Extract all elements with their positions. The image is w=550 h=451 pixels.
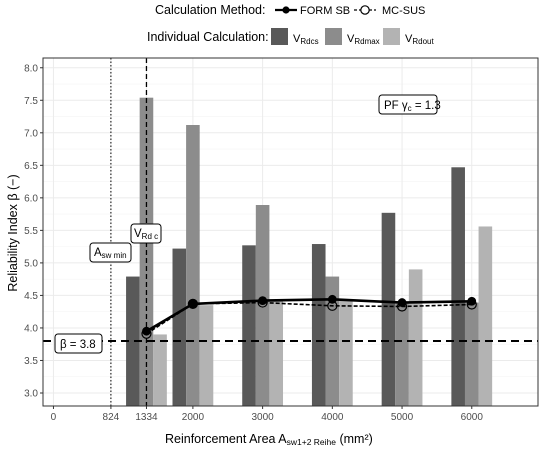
series-point-mc-sus [141,328,152,339]
x-tick-label: 6000 [461,412,484,423]
bar-vrdcs [172,248,187,406]
x-axis-ticks: 0 824 1334 2000 3000 4000 5000 6000 [51,406,484,423]
y-tick-label: 7.5 [24,96,38,107]
y-tick-label: 6.5 [24,161,38,172]
annotation-beta-label: β = 3.8 [60,339,96,351]
annotation-asw-min: Asw min [89,242,132,263]
legend-swatch-vrdout [383,28,400,45]
bar-vrdmax [395,301,409,406]
bar-vrdout [478,226,493,406]
y-tick-label: 8.0 [24,63,38,74]
annotation-vrdc: VRd c [130,223,162,244]
bar-vrdcs [242,245,256,406]
x-tick-label: 824 [103,412,120,423]
bar-vrdout [153,334,167,406]
x-tick-label: 0 [51,412,57,423]
x-tick-label: 1334 [135,412,158,423]
legend-swatch-vrdcs [271,28,288,45]
legend-vrdcs-label: VRdcs [293,33,319,46]
y-tick-label: 3.0 [24,388,38,399]
series-point-mc-sus [396,301,408,312]
series-point-mc-sus [257,297,268,308]
y-tick-label: 4.0 [24,323,38,334]
y-tick-label: 7.0 [24,128,38,139]
bar-vrdmax [464,302,479,406]
bar-vrdout [408,269,423,406]
bar-vrdout [199,305,214,406]
legend-form-sb-label: FORM SB [300,5,350,17]
y-tick-label: 6.0 [24,193,38,204]
bar-vrdout [269,300,284,406]
legend-form-sb-key [275,6,297,14]
series-point-mc-sus [327,300,338,311]
x-axis-title: Reinforcement Area Asw1+2 Reihe (mm²) [165,432,373,447]
open-circle-icon [360,5,370,15]
series-point-mc-sus [187,298,198,309]
bar-vrdcs [381,212,396,406]
line-series [145,298,472,335]
legend-vrdout-label: VRdout [405,33,434,46]
bar-vrdcs [126,276,140,406]
annotation-vrdc-box [130,223,162,244]
bar-vrdcs [311,244,326,406]
line-points [141,294,477,339]
x-tick-label: 2000 [182,412,205,423]
y-tick-label: 3.5 [24,356,38,367]
legend-vrdmax-label: VRdmax [347,33,380,46]
annotation-pf: PF γc = 1.3 [378,94,441,115]
annotation-beta: β = 3.8 [54,333,103,354]
plot-panel [42,57,539,407]
legend-individual-title: Individual Calculation: [147,30,269,44]
annotation-pf-label: PF γc = 1.3 [384,100,441,113]
filled-circle-icon [282,6,290,14]
x-tick-label: 3000 [251,412,274,423]
series-line-form-sb [145,298,472,333]
bar-vrdout [339,299,353,406]
bar-vrdmax [186,124,200,406]
y-tick-label: 4.5 [24,291,38,302]
legend-method: Calculation Method: FORM SB MC-SUS [155,3,425,17]
series-point-mc-sus [466,299,477,310]
reference-lines [43,58,538,406]
panel-border [42,57,539,407]
legend-mc-sus-label: MC-SUS [382,5,425,17]
series-point-form-sb [188,299,198,309]
y-axis-title: Reliability Index β (−) [6,174,20,291]
bar-vrdcs [451,167,465,406]
bar-vrdmax [255,205,270,406]
y-tick-label: 5.5 [24,226,38,237]
x-tick-label: 4000 [321,412,344,423]
annotation-vrdc-label: VRd c [134,228,158,241]
legend-method-title: Calculation Method: [155,3,265,17]
legend-mc-sus-key [354,5,376,15]
annotation-asw-min-box [89,242,132,263]
x-tick-label: 5000 [391,412,414,423]
annotation-asw-min-label: Asw min [94,247,127,260]
series-point-form-sb [142,326,151,336]
series-line-mc-sus [146,301,472,335]
annotation-beta-box [54,333,103,354]
legend-individual: Individual Calculation: VRdcs VRdmax VRd… [147,28,434,46]
legend-swatch-vrdmax [325,28,342,45]
annotation-pf-box [378,94,438,115]
y-axis-ticks: 3.0 3.5 4.0 4.5 5.0 5.5 6.0 6.5 7.0 7.5 8.0 [24,63,43,399]
y-tick-label: 5.0 [24,258,38,269]
